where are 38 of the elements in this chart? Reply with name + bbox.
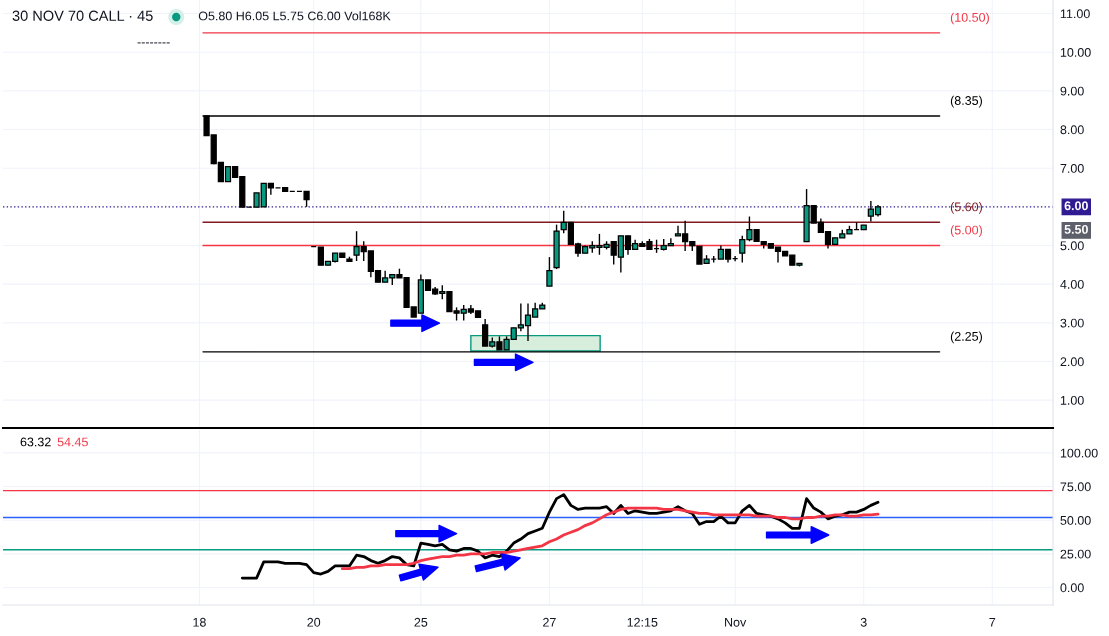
y-tick-label: 5.00 [1060,241,1084,251]
y-tick-label: 9.00 [1060,86,1084,96]
ref-line-label: (5.00) [950,225,982,237]
y-tick-label: 25.00 [1060,549,1091,559]
y-tick-label: 8.00 [1060,125,1084,135]
candlestick [546,256,553,287]
ref-line-label: (2.25) [950,331,982,344]
y-tick-label: 1.00 [1060,395,1084,405]
ref-line-label: (8.35) [950,95,982,108]
x-tick-label: 7 [989,617,996,627]
text: 30 NOV 70 CALL · 45 [12,10,153,21]
y-tick-label: 3.00 [1060,318,1084,328]
annotation: 54.45 [57,437,88,447]
y-tick-label: 4.00 [1060,279,1084,289]
x-tick-label: 25 [414,617,428,627]
x-tick-label: 12:15 [627,617,658,627]
ref-line-label: (10.50) [950,12,989,25]
y-tick-label: 100.00 [1060,448,1098,458]
y-tick-label: 10.00 [1060,48,1091,57]
y-tick-label: 2.00 [1060,357,1084,367]
ref-line-label: 6.00 [1064,201,1088,211]
x-tick-label: 20 [307,617,321,627]
y-tick-label: 11.00 [1060,9,1090,19]
annotation: -------- [137,42,170,44]
text: 5.50 [1064,224,1088,234]
x-tick-label: 18 [193,617,206,627]
x-tick-label: 27 [543,617,556,627]
line-series [240,493,880,580]
annotation: 63.32 [20,437,51,447]
ref-line-label: (5.60) [950,202,982,214]
x-tick-label: Nov [725,617,747,627]
x-tick-label: 3 [860,617,867,627]
line-series [340,506,880,571]
y-tick-label: 0.00 [1060,583,1084,593]
y-tick-label: 7.00 [1060,163,1084,173]
y-tick-label: 50.00 [1060,515,1091,525]
annotation: O5.80 H6.05 L5.75 C6.00 Vol168K [198,11,391,21]
y-tick-label: 75.00 [1060,482,1091,492]
